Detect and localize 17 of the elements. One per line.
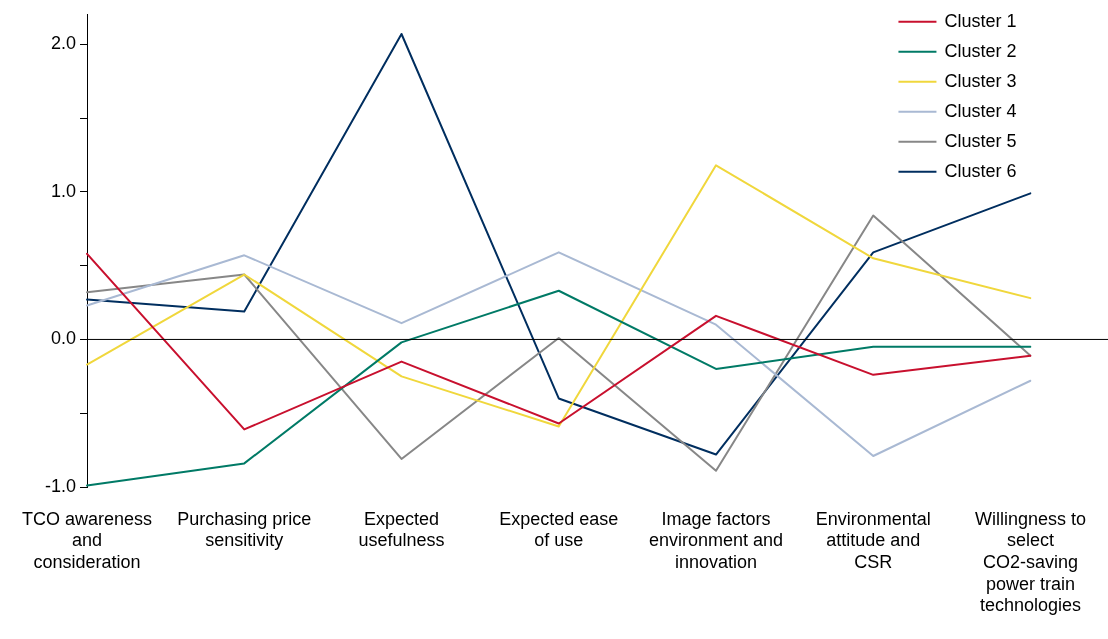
y-tick-label: 1.0 xyxy=(50,180,77,201)
y-tick-label: -1.0 xyxy=(44,475,77,496)
x-tick-label: TCO awareness and consideration xyxy=(22,508,153,572)
x-tick-label: Expected ease of use xyxy=(499,508,619,551)
y-tick-label: 0.0 xyxy=(50,328,77,349)
x-tick-label: Willingness to select CO2-saving power train technologies xyxy=(974,508,1086,616)
legend-label: Cluster 4 xyxy=(944,100,1017,121)
x-tick-label: Image factors environment and innovation xyxy=(648,508,784,572)
legend-label: Cluster 6 xyxy=(944,160,1017,181)
x-tick-label: Purchasing price sensitivity xyxy=(177,508,312,551)
legend-label: Cluster 1 xyxy=(944,10,1017,31)
y-tick-label: 2.0 xyxy=(50,33,77,54)
legend-label: Cluster 5 xyxy=(944,130,1017,151)
legend-label: Cluster 3 xyxy=(944,70,1017,91)
legend-label: Cluster 2 xyxy=(944,40,1017,61)
x-tick-label: Environmental attitude and CSR xyxy=(815,508,931,572)
x-tick-label: Expected usefulness xyxy=(358,508,445,551)
